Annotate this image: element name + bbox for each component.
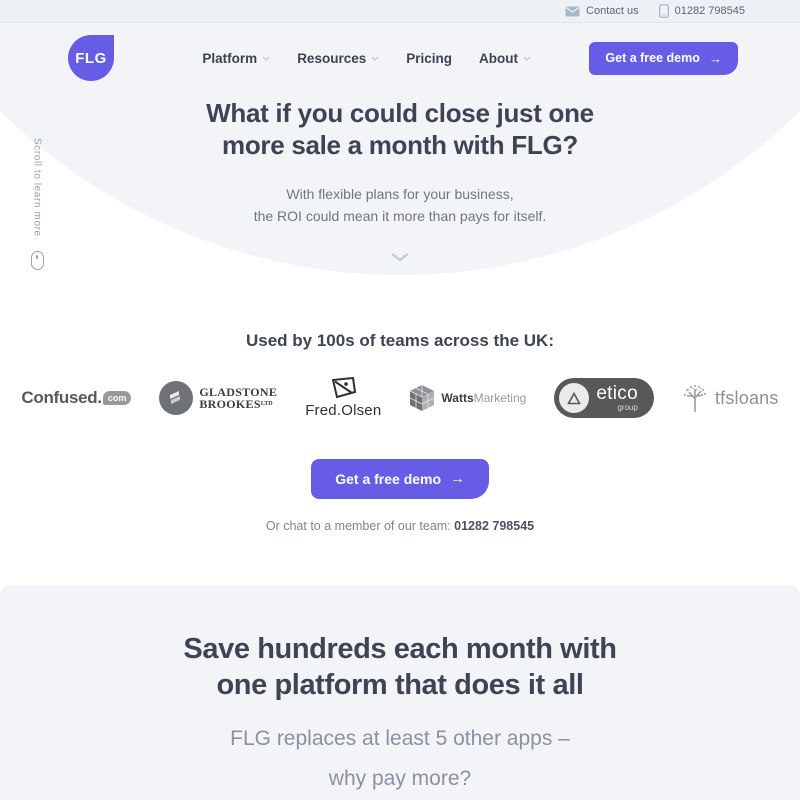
scroll-hint-text: Scroll to learn more (31, 138, 43, 237)
social-proof-section: Used by 100s of teams across the UK: Con… (0, 331, 800, 533)
chat-line-prefix: Or chat to a member of our team: (265, 519, 455, 533)
chevron-down-icon (371, 56, 379, 61)
logo-fred-olsen: Fred.Olsen (305, 377, 381, 419)
etico-triangle-icon (559, 383, 590, 413)
etico-wordmark: etico group (596, 383, 638, 412)
header-demo-button[interactable]: Get a free demo → (589, 41, 738, 75)
save-subtext: FLG replaces at least 5 other apps – why… (0, 719, 800, 799)
nav-item-resources[interactable]: Resources (297, 51, 379, 66)
logo-tfs-loans: tfsloans (682, 383, 779, 413)
hero-subtext: With flexible plans for your business, t… (0, 183, 800, 227)
chevron-down-icon (262, 56, 270, 61)
tfs-tree-icon (682, 383, 708, 413)
arrow-right-icon: → (450, 471, 465, 487)
main-nav: Platform Resources Pricing About (202, 51, 531, 66)
topbar-phone-number: 01282 798545 (674, 5, 745, 17)
confused-wordmark: Confused. (21, 388, 102, 407)
hero-cta-wrap: Get a free demo → (0, 459, 800, 499)
main-demo-label: Get a free demo (335, 471, 442, 487)
hero-heading-line1: What if you could close just one (206, 98, 594, 128)
hero-section: What if you could close just one more sa… (0, 97, 800, 267)
watts-cube-icon (409, 384, 435, 412)
nav-label: Resources (297, 50, 367, 66)
chevron-down-icon (523, 56, 531, 61)
gladstone-ltd: LTD (260, 401, 273, 407)
hero-heading-line2: more sale a month with FLG? (222, 130, 578, 160)
chat-phone-number[interactable]: 01282 798545 (454, 519, 535, 533)
logo-gladstone-brookes: GLADSTONE BROOKESLTD (159, 381, 277, 415)
flg-logo[interactable]: FLG (68, 35, 114, 81)
top-utility-bar: Contact us 01282 798545 (0, 0, 800, 23)
gladstone-line1: GLADSTONE (199, 385, 278, 399)
logo-confused-com: Confused. com (21, 388, 132, 408)
mobile-phone-icon (658, 4, 669, 18)
mouse-icon (30, 250, 44, 270)
hero-heading: What if you could close just one more sa… (0, 97, 800, 161)
nav-item-platform[interactable]: Platform (202, 51, 270, 66)
save-subtext-line2: why pay more? (328, 767, 472, 790)
header-demo-label: Get a free demo (605, 51, 700, 65)
confused-com-bubble: com (102, 391, 132, 405)
main-demo-button[interactable]: Get a free demo → (311, 459, 489, 499)
flg-logo-text: FLG (75, 49, 107, 67)
nav-label: About (479, 50, 518, 66)
watts-marketing-wordmark: WattsMarketing (441, 391, 527, 405)
chat-line: Or chat to a member of our team: 01282 7… (0, 519, 800, 533)
nav-item-about[interactable]: About (479, 51, 531, 66)
hero-subtext-line2: the ROI could mean it more than pays for… (253, 208, 547, 224)
logo-watts-marketing: WattsMarketing (409, 384, 526, 412)
gladstone-line2: BROOKESLTD (199, 397, 273, 411)
save-heading: Save hundreds each month with one platfo… (0, 631, 800, 703)
fred-olsen-wordmark: Fred.Olsen (305, 402, 382, 419)
etico-pill: etico group (554, 378, 654, 418)
save-money-section: Save hundreds each month with one platfo… (0, 585, 800, 800)
gladstone-brookes-icon (159, 381, 194, 415)
topbar-phone-link[interactable]: 01282 798545 (658, 4, 745, 18)
nav-label: Pricing (406, 50, 452, 66)
scroll-hint-rail: Scroll to learn more (15, 138, 59, 270)
envelope-icon (565, 6, 580, 17)
save-heading-line1: Save hundreds each month with (183, 633, 617, 665)
save-subtext-line1: FLG replaces at least 5 other apps – (230, 727, 570, 750)
customer-logo-row: Confused. com GLADSTONE BROOKESLTD Fred.… (0, 377, 800, 419)
social-proof-heading: Used by 100s of teams across the UK: (245, 331, 554, 350)
scroll-down-chevron-icon (0, 249, 800, 267)
gladstone-brookes-wordmark: GLADSTONE BROOKESLTD (199, 386, 277, 410)
contact-us-label: Contact us (586, 5, 639, 17)
arrow-right-icon: → (708, 50, 722, 66)
site-header: FLG Platform Resources Pricing About Get… (0, 23, 800, 83)
tfs-loans-wordmark: tfsloans (714, 387, 779, 408)
save-heading-line2: one platform that does it all (216, 669, 584, 701)
fred-olsen-flag-icon (328, 377, 358, 400)
nav-item-pricing[interactable]: Pricing (406, 51, 452, 66)
hero-subtext-line1: With flexible plans for your business, (286, 186, 514, 202)
logo-etico-group: etico group (554, 378, 654, 418)
contact-us-link[interactable]: Contact us (565, 5, 639, 17)
nav-label: Platform (202, 50, 258, 66)
